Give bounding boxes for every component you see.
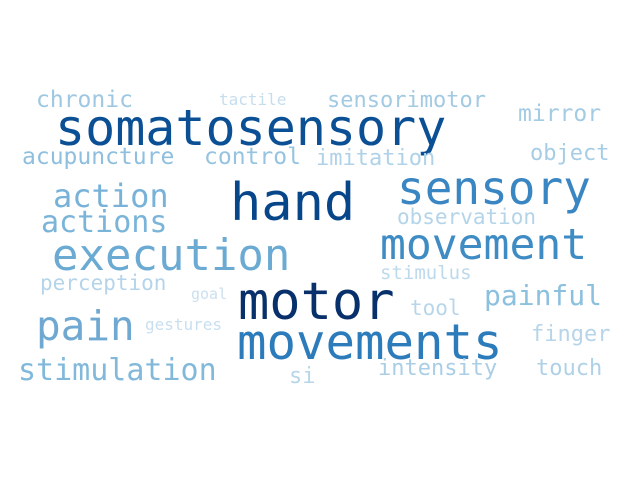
- word-touch: touch: [536, 356, 603, 381]
- word-acupuncture: acupuncture: [22, 144, 175, 170]
- word-actions: actions: [41, 205, 168, 240]
- word-tool: tool: [410, 296, 461, 320]
- word-object: object: [530, 141, 610, 166]
- word-movement: movement: [380, 220, 588, 270]
- word-sensory: sensory: [397, 161, 591, 215]
- word-stimulation: stimulation: [18, 353, 217, 388]
- word-observation: observation: [397, 205, 537, 229]
- word-somatosensory: somatosensory: [55, 99, 447, 157]
- word-motor: motor: [238, 272, 395, 332]
- word-sensorimotor: sensorimotor: [327, 88, 486, 113]
- word-mirror: mirror: [518, 101, 602, 127]
- word-execution: execution: [52, 230, 291, 281]
- word-pain: pain: [36, 302, 135, 350]
- word-si: si: [289, 364, 316, 389]
- word-gestures: gestures: [145, 315, 223, 334]
- word-perception: perception: [40, 271, 167, 295]
- word-control: control: [204, 144, 301, 170]
- word-finger: finger: [531, 322, 611, 347]
- word-tactile: tactile: [219, 90, 287, 109]
- word-imitation: imitation: [316, 146, 436, 171]
- word-movements: movements: [237, 314, 503, 371]
- word-stimulus: stimulus: [380, 262, 472, 284]
- word-intensity: intensity: [378, 356, 498, 381]
- word-chronic: chronic: [36, 87, 133, 113]
- word-painful: painful: [484, 279, 603, 312]
- word-hand: hand: [230, 173, 356, 233]
- word-goal: goal: [191, 285, 228, 303]
- word-action: action: [53, 177, 169, 215]
